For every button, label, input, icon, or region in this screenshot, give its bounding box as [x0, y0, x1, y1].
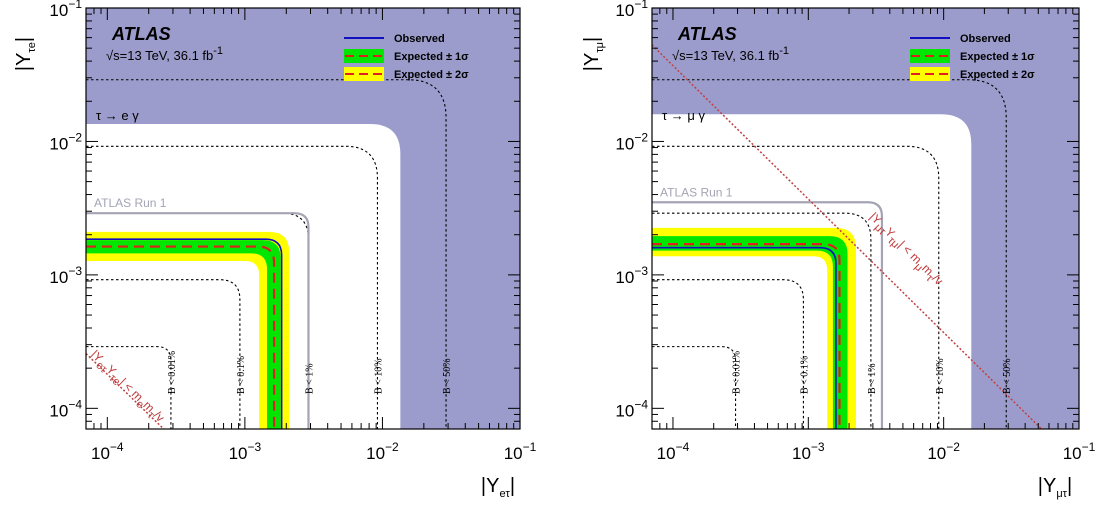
branching-contour-line [652, 79, 1007, 429]
band-inner-clear [86, 261, 260, 429]
branching-contour-label: B < 0.1% [799, 356, 810, 394]
branching-contour-label: B < 50% [442, 358, 453, 394]
branching-contour-label: B < 0.01% [167, 351, 178, 394]
y-tick-label: 10−1 [615, 0, 648, 20]
run1-limit-line [86, 212, 310, 429]
excluded-region [652, 8, 1079, 429]
branching-contour-line [86, 145, 379, 429]
atlas-label: ATLAS [111, 24, 171, 44]
y-tick-label: 10−3 [49, 264, 82, 287]
run1-label: ATLAS Run 1 [94, 196, 167, 210]
y-tick-label: 10−1 [49, 0, 82, 20]
observed-limit-line [86, 238, 283, 429]
x-tick-label: 10−4 [657, 440, 690, 463]
y-tick-label: 10−2 [615, 130, 648, 153]
branching-contour-label: B < 10% [935, 358, 946, 394]
naturalness-line [652, 44, 1043, 429]
y-axis-title: |Yτe| [13, 37, 38, 71]
y-tick-label: 10−4 [615, 397, 648, 420]
y-tick-label: 10−2 [49, 130, 82, 153]
legend-label-band2: Expected ± 2σ [960, 69, 1035, 81]
x-tick-label: 10−4 [91, 440, 124, 463]
branching-contour-line [652, 346, 737, 429]
branching-contour-label: B < 1% [867, 363, 878, 394]
plot-frame [85, 7, 521, 430]
energy-lumi-label: √s=13 TeV, 36.1 fb-1 [672, 45, 789, 63]
branching-contour-label: B < 0.01% [732, 351, 743, 394]
x-tick-label: 10−2 [927, 440, 960, 463]
branching-contour-label: B < 1% [304, 363, 315, 394]
legend-label-observed: Observed [960, 33, 1011, 45]
branching-contour-line [86, 79, 447, 429]
branching-contour-label: B < 0.1% [236, 356, 247, 394]
x-axis-title: |Yeτ| [481, 475, 515, 500]
run1-limit-line [652, 201, 884, 429]
naturalness-label: |YμτYτμ| < mμmτ/v [864, 209, 946, 290]
observed-limit-line [652, 246, 837, 429]
branching-contour-line [652, 145, 940, 429]
x-tick-label: 10−1 [1063, 440, 1096, 463]
branching-contour-line [86, 279, 241, 429]
x-tick-label: 10−2 [366, 440, 399, 463]
legend-label-observed: Observed [394, 33, 445, 45]
branching-contour-label: B < 10% [373, 358, 384, 394]
branching-contour-line [86, 346, 172, 429]
x-tick-label: 10−1 [504, 440, 537, 463]
band-inner-clear [652, 256, 828, 429]
legend-label-band1: Expected ± 1σ [960, 51, 1035, 63]
left-panel-tau-e-gamma: 10−4 10−4 10−3 10−3 10−2 10−2 10−1 10−1 |Yeτ| |Yτ… [13, 0, 537, 500]
excluded-region [86, 8, 520, 429]
process-label: τ → e γ [96, 108, 139, 123]
plot-area [86, 8, 520, 429]
axis-ticks [85, 7, 521, 430]
atlas-label: ATLAS [677, 24, 737, 44]
y-tick-label: 10−3 [615, 264, 648, 287]
y-axis-title: |Yτμ| [581, 37, 606, 71]
axis-ticks [651, 7, 1080, 430]
x-tick-label: 10−3 [229, 440, 262, 463]
legend-label-band1: Expected ± 1σ [394, 51, 469, 63]
branching-contour-line [652, 279, 804, 429]
process-label: τ → μ γ [662, 108, 705, 123]
run1-label: ATLAS Run 1 [660, 185, 733, 199]
right-panel-tau-mu-gamma: 10−4 10−4 10−3 10−3 10−2 10−2 10−1 10−1 |Yμτ| |Yτ… [581, 0, 1096, 500]
y-tick-label: 10−4 [49, 397, 82, 420]
energy-lumi-label: √s=13 TeV, 36.1 fb-1 [106, 45, 223, 63]
plot-frame [651, 7, 1080, 430]
x-tick-label: 10−3 [792, 440, 825, 463]
expected-limit-line [86, 245, 276, 429]
x-axis-title: |Yμτ| [1038, 475, 1072, 500]
legend-label-band2: Expected ± 2σ [394, 69, 469, 81]
branching-contour-label: B < 50% [1002, 358, 1013, 394]
expected-limit-line [652, 243, 841, 429]
plot-area [652, 8, 1079, 429]
